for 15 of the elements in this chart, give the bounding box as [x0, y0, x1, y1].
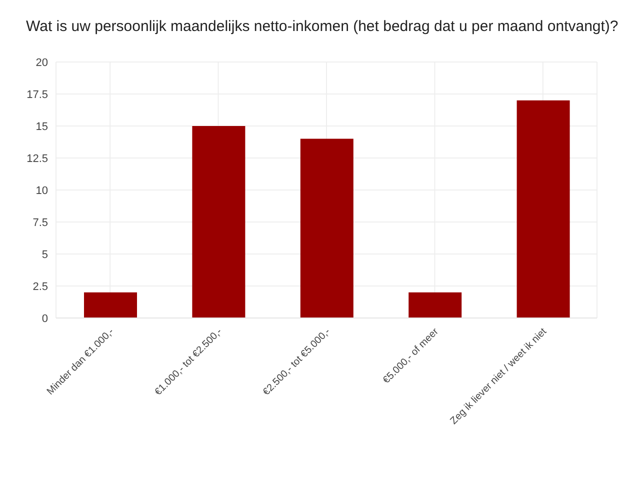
bar	[300, 138, 354, 318]
bar	[516, 100, 570, 318]
bar	[192, 126, 246, 318]
y-tick-label: 15	[36, 120, 48, 133]
y-tick-label: 0	[42, 312, 48, 325]
chart-title: Wat is uw persoonlijk maandelijks netto-inkomen (het bedrag dat u per maand ontvangt)?	[25, 17, 618, 37]
y-tick-label: 20	[36, 56, 48, 69]
y-tick-label: 2.5	[32, 280, 48, 293]
bar	[408, 292, 462, 318]
y-tick-label: 5	[42, 248, 48, 261]
y-tick-label: 7.5	[32, 216, 48, 229]
bar	[84, 292, 137, 318]
y-tick-label: 17.5	[26, 88, 48, 101]
y-tick-label: 10	[36, 184, 48, 197]
y-tick-label: 12.5	[26, 152, 48, 165]
